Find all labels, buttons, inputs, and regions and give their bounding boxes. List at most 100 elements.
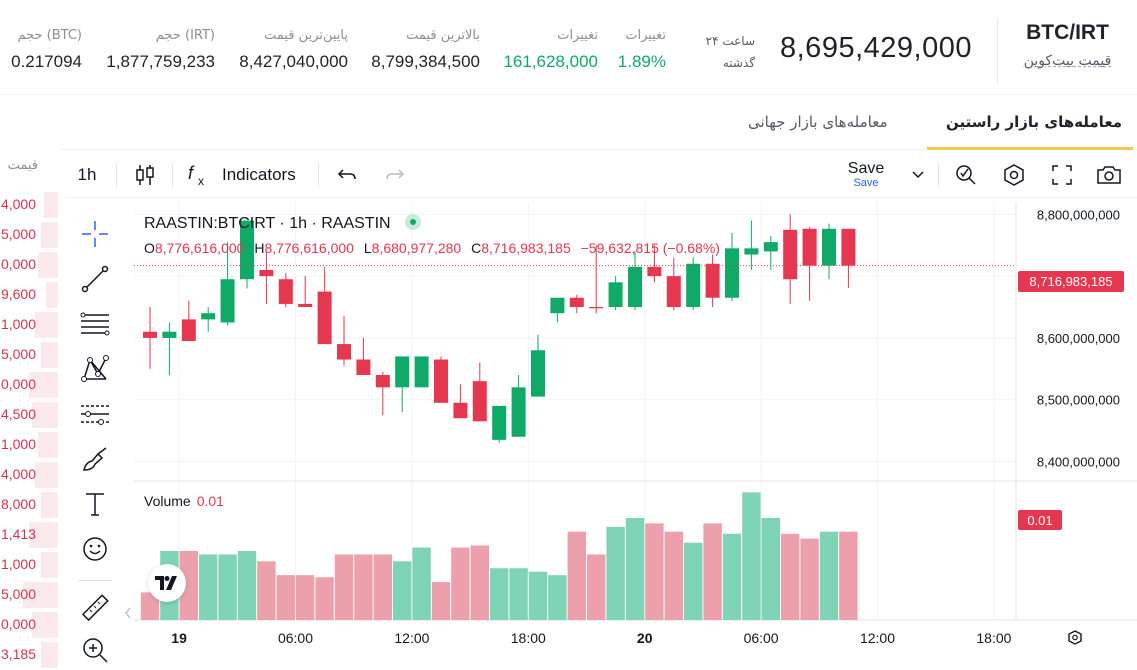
stat-volume-btc: حجم (BTC) 0.217094 — [11, 28, 82, 71]
volume-bar — [257, 561, 276, 620]
orderbook-price: 0,000 — [0, 616, 36, 632]
stat-change-percent: تغییرات 1.89% — [617, 28, 666, 71]
orderbook-price: 5,000 — [0, 586, 36, 602]
volume-bar — [296, 575, 315, 620]
tab-raastin-market[interactable]: معامله‌های بازار راستین — [946, 113, 1123, 131]
candle-body — [337, 344, 351, 360]
save-button[interactable]: Save Save — [847, 160, 885, 189]
volume-bar — [431, 582, 451, 620]
camera-icon[interactable] — [1092, 152, 1126, 198]
orderbook-depth-bar — [23, 582, 58, 608]
orderbook-price: 5,000 — [0, 346, 36, 362]
pair-selector[interactable]: BTC/IRT قیمت بیت‌کوین — [997, 18, 1137, 83]
text-tool-icon[interactable] — [76, 485, 114, 523]
volume-bar — [548, 575, 567, 620]
volume-bar — [742, 492, 761, 620]
volume-bar — [179, 551, 198, 620]
volume-bar — [819, 531, 839, 620]
orderbook-depth-bar — [40, 342, 58, 368]
volume-bar — [703, 523, 722, 620]
y-axis-tick-label: 8,500,000,000 — [1037, 393, 1120, 408]
chart-legend-title: RAASTIN:BTCIRT · 1h · RAASTIN — [144, 214, 421, 233]
orderbook-price: 5,000 — [0, 226, 36, 242]
redo-icon[interactable] — [380, 152, 410, 198]
x-axis-tick-label: 19 — [171, 630, 187, 646]
volume-bar — [528, 571, 548, 620]
stat-change-amount: تغییرات 161,628,000 — [503, 28, 598, 71]
candle-body — [569, 297, 584, 308]
orderbook-depth-bar — [37, 252, 58, 278]
pair-name[interactable]: قیمت بیت‌کوین — [1023, 53, 1112, 69]
volume-bar — [664, 531, 683, 620]
orderbook-header: قیمت — [7, 158, 38, 173]
orderbook-row[interactable]: 0,000 — [0, 610, 58, 640]
zoom-in-icon[interactable] — [76, 631, 114, 669]
x-axis-tick-label: 06:00 — [744, 630, 779, 646]
candle-body — [550, 297, 565, 314]
orderbook-price: 1,413 — [0, 526, 36, 542]
ruler-icon[interactable] — [76, 589, 114, 627]
orderbook-price: 4,000 — [0, 196, 36, 212]
stat-volume-irt: حجم (IRT) 1,877,759,233 — [106, 28, 215, 71]
orderbook-row[interactable]: 5,000 — [0, 340, 58, 370]
orderbook-row[interactable]: 0,000 — [0, 370, 58, 400]
candle-body — [511, 387, 526, 437]
pair-symbol: BTC/IRT — [1026, 21, 1109, 44]
orderbook-row[interactable]: 1,000 — [0, 310, 58, 340]
volume-bar — [567, 531, 586, 620]
axis-settings-icon-center — [1072, 634, 1078, 641]
orderbook-depth-bar — [40, 492, 58, 518]
orderbook-row[interactable]: 9,600 — [0, 280, 58, 310]
orderbook-row[interactable]: 5,000 — [0, 220, 58, 250]
fullscreen-icon[interactable] — [1046, 152, 1078, 198]
brush-icon[interactable] — [76, 440, 114, 478]
toolbar-divider — [172, 163, 173, 187]
axis-settings-icon[interactable] — [1068, 630, 1082, 645]
orderbook-row[interactable]: 4,000 — [0, 460, 58, 490]
trend-line-icon[interactable] — [76, 260, 114, 298]
emoji-icon[interactable] — [76, 530, 114, 568]
orderbook-row[interactable]: 1,000 — [0, 550, 58, 580]
candle-body — [608, 282, 623, 308]
orderbook-row[interactable]: 1,000 — [0, 430, 58, 460]
candlestick-chart[interactable]: 8,800,000,0008,700,000,0008,600,000,0008… — [66, 152, 1137, 662]
orderbook-depth-bar — [40, 222, 58, 248]
settings-icon[interactable] — [998, 152, 1030, 198]
undo-icon[interactable] — [332, 152, 362, 198]
volume-bar — [684, 542, 703, 620]
chevron-down-icon[interactable] — [906, 152, 930, 198]
orderbook-row[interactable]: 3,185 — [0, 640, 58, 670]
orderbook-price: 1,000 — [0, 316, 36, 332]
volume-bar — [199, 554, 218, 620]
orderbook-row[interactable]: 0,000 — [0, 250, 58, 280]
orderbook-row[interactable]: 8,000 — [0, 490, 58, 520]
orderbook-row[interactable]: 4,000 — [0, 190, 58, 220]
quick-search-icon[interactable] — [950, 152, 982, 198]
market-tabs: معامله‌های بازار راستین معامله‌های بازار… — [60, 95, 1137, 150]
candle-body — [763, 242, 778, 252]
x-axis-tick-label: 18:00 — [511, 630, 546, 646]
interval-button[interactable]: 1h — [77, 165, 97, 184]
candles-icon[interactable] — [128, 152, 162, 198]
orderbook-price: 8,000 — [0, 496, 36, 512]
projection-icon[interactable] — [76, 395, 114, 433]
active-tab-indicator — [927, 147, 1133, 150]
volume-legend: Volume 0.01 — [144, 493, 224, 509]
candle-body — [453, 402, 468, 419]
crosshair-icon[interactable] — [76, 215, 114, 253]
pattern-icon[interactable] — [76, 350, 114, 388]
orderbook-depth-bar — [31, 402, 58, 428]
orderbook-price: 4,500 — [0, 406, 36, 422]
orderbook-row[interactable]: 4,500 — [0, 400, 58, 430]
candle-body — [822, 228, 836, 266]
tab-global-market[interactable]: معامله‌های بازار جهانی — [748, 113, 888, 131]
orderbook-price: 1,000 — [0, 436, 36, 452]
orderbook-row[interactable]: 1,413 — [0, 520, 58, 550]
orderbook-row[interactable]: 5,000 — [0, 580, 58, 610]
orderbook-price: 1,000 — [0, 556, 36, 572]
volume-bar — [625, 517, 645, 620]
fib-lines-icon[interactable] — [76, 305, 114, 343]
tradingview-logo[interactable] — [148, 564, 186, 602]
